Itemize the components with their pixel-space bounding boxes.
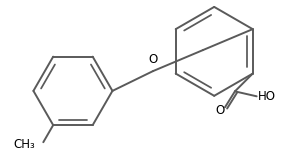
Text: O: O	[215, 104, 225, 117]
Text: HO: HO	[257, 90, 276, 103]
Text: CH₃: CH₃	[14, 138, 35, 151]
Text: O: O	[148, 53, 158, 66]
